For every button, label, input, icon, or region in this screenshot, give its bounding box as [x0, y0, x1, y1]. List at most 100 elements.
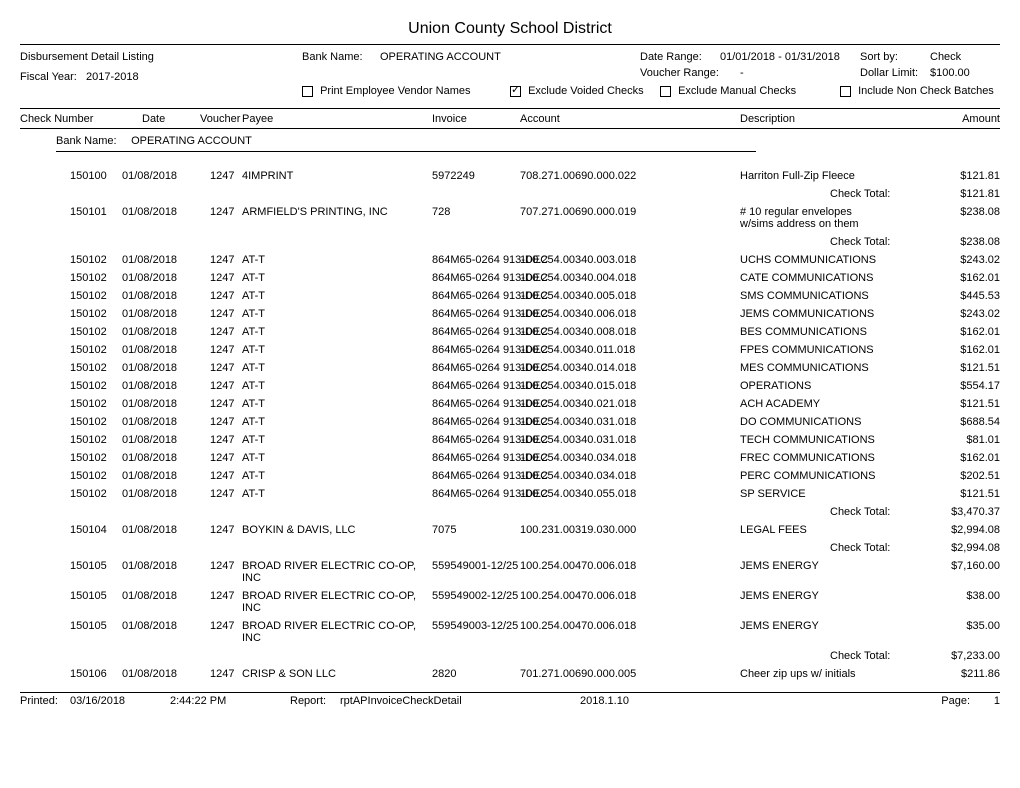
data-rows: 15010001/08/201812474IMPRINT5972249708.2… — [20, 170, 1000, 686]
cell-description: JEMS ENERGY — [740, 590, 940, 602]
col-amount: Amount — [962, 113, 1000, 125]
bank-name: OPERATING ACCOUNT — [380, 51, 501, 63]
cell-amount: $162.01 — [920, 452, 1000, 464]
cb-print-vendor: Print Employee Vendor Names — [302, 85, 470, 97]
column-headers: Check Number Date Voucher Payee Invoice … — [20, 113, 1000, 129]
printed-date: 03/16/2018 — [70, 695, 125, 707]
cell-account: 707.271.00690.000.019 — [520, 206, 710, 218]
cell-account: 100.254.00340.003.018 — [520, 254, 710, 266]
cell-amount: $202.51 — [920, 470, 1000, 482]
table-row: 15010201/08/20181247AT-T864M65-0264 913-… — [20, 398, 1000, 416]
cell-check: 150102 — [70, 452, 130, 464]
check-total-amount: $3,470.37 — [920, 506, 1000, 518]
footer-page: 1 — [994, 695, 1000, 707]
cell-amount: $7,160.00 — [920, 560, 1000, 572]
cell-amount: $38.00 — [920, 590, 1000, 602]
cell-amount: $2,994.08 — [920, 524, 1000, 536]
col-date: Date — [142, 113, 165, 125]
table-row: 15010201/08/20181247AT-T864M65-0264 913-… — [20, 416, 1000, 434]
table-row: 15010201/08/20181247AT-T864M65-0264 913-… — [20, 380, 1000, 398]
col-invoice: Invoice — [432, 113, 467, 125]
date-range-label: Date Range: — [640, 51, 702, 63]
cell-date: 01/08/2018 — [122, 620, 192, 632]
table-row: 15010001/08/201812474IMPRINT5972249708.2… — [20, 170, 1000, 188]
cell-date: 01/08/2018 — [122, 170, 192, 182]
footer-page-label: Page: — [941, 695, 970, 707]
table-row: 15010201/08/20181247AT-T864M65-0264 913-… — [20, 470, 1000, 488]
cell-payee: AT-T — [242, 290, 442, 302]
cell-description: ACH ACADEMY — [740, 398, 940, 410]
cell-date: 01/08/2018 — [122, 308, 192, 320]
cell-description: LEGAL FEES — [740, 524, 940, 536]
table-row: 15010501/08/20181247BROAD RIVER ELECTRIC… — [20, 590, 1000, 620]
cb-include-noncheck: Include Non Check Batches — [840, 85, 994, 97]
sort-by: Check — [930, 51, 961, 63]
cell-date: 01/08/2018 — [122, 380, 192, 392]
cell-account: 100.254.00340.011.018 — [520, 344, 710, 356]
cell-description: JEMS ENERGY — [740, 560, 940, 572]
cell-description: SP SERVICE — [740, 488, 940, 500]
cell-check: 150101 — [70, 206, 130, 218]
cell-check: 150102 — [70, 344, 130, 356]
cb-exclude-voided: Exclude Voided Checks — [510, 85, 644, 97]
cell-amount: $445.53 — [920, 290, 1000, 302]
check-total-label: Check Total: — [830, 650, 890, 662]
table-row: 15010201/08/20181247AT-T864M65-0264 913-… — [20, 488, 1000, 506]
cell-payee: AT-T — [242, 254, 442, 266]
cell-check: 150105 — [70, 590, 130, 602]
cell-date: 01/08/2018 — [122, 206, 192, 218]
cell-payee: AT-T — [242, 488, 442, 500]
cell-payee: AT-T — [242, 272, 442, 284]
cell-account: 100.254.00340.055.018 — [520, 488, 710, 500]
check-total-label: Check Total: — [830, 236, 890, 248]
cell-amount: $35.00 — [920, 620, 1000, 632]
cell-payee: 4IMPRINT — [242, 170, 442, 182]
cell-amount: $162.01 — [920, 272, 1000, 284]
cell-account: 100.254.00340.005.018 — [520, 290, 710, 302]
cell-payee: BROAD RIVER ELECTRIC CO-OP,INC — [242, 590, 442, 614]
check-total-amount: $238.08 — [920, 236, 1000, 248]
cell-account: 100.254.00340.006.018 — [520, 308, 710, 320]
checkbox-voided-icon — [510, 86, 521, 97]
table-row: 15010201/08/20181247AT-T864M65-0264 913-… — [20, 254, 1000, 272]
cell-payee: AT-T — [242, 434, 442, 446]
cell-date: 01/08/2018 — [122, 290, 192, 302]
cell-date: 01/08/2018 — [122, 560, 192, 572]
cell-check: 150102 — [70, 290, 130, 302]
dollar-limit-label: Dollar Limit: — [860, 67, 918, 79]
col-payee: Payee — [242, 113, 273, 125]
check-total-amount: $2,994.08 — [920, 542, 1000, 554]
printed-time: 2:44:22 PM — [170, 695, 226, 707]
check-total-row: Check Total: $238.08 — [20, 236, 1000, 254]
cell-account: 100.254.00470.006.018 — [520, 620, 710, 632]
cell-description: JEMS COMMUNICATIONS — [740, 308, 940, 320]
checkbox-print-icon — [302, 86, 313, 97]
cell-account: 100.254.00340.004.018 — [520, 272, 710, 284]
cell-description: MES COMMUNICATIONS — [740, 362, 940, 374]
check-total-row: Check Total:$121.81 — [20, 188, 1000, 206]
checkbox-noncheck-icon — [840, 86, 851, 97]
cell-date: 01/08/2018 — [122, 344, 192, 356]
cell-payee: AT-T — [242, 326, 442, 338]
col-check: Check Number — [20, 113, 93, 125]
cell-date: 01/08/2018 — [122, 416, 192, 428]
printed-label: Printed: — [20, 695, 58, 707]
cell-account: 100.254.00340.034.018 — [520, 452, 710, 464]
cell-check: 150102 — [70, 380, 130, 392]
cell-payee: AT-T — [242, 452, 442, 464]
cell-date: 01/08/2018 — [122, 488, 192, 500]
table-row: 15010201/08/20181247AT-T864M65-0264 913-… — [20, 308, 1000, 326]
cell-account: 100.254.00470.006.018 — [520, 560, 710, 572]
date-range: 01/01/2018 - 01/31/2018 — [720, 51, 840, 63]
cell-check: 150106 — [70, 668, 130, 680]
title-rule — [20, 44, 1000, 45]
cell-check: 150102 — [70, 362, 130, 374]
cell-check: 150102 — [70, 272, 130, 284]
cell-payee: AT-T — [242, 470, 442, 482]
table-row: 15010601/08/20181247CRISP & SON LLC28207… — [20, 668, 1000, 686]
table-row: 15010401/08/20181247BOYKIN & DAVIS, LLC7… — [20, 524, 1000, 542]
cell-check: 150105 — [70, 560, 130, 572]
table-row: 15010201/08/20181247AT-T864M65-0264 913-… — [20, 326, 1000, 344]
cell-account: 701.271.00690.000.005 — [520, 668, 710, 680]
cell-amount: $243.02 — [920, 308, 1000, 320]
